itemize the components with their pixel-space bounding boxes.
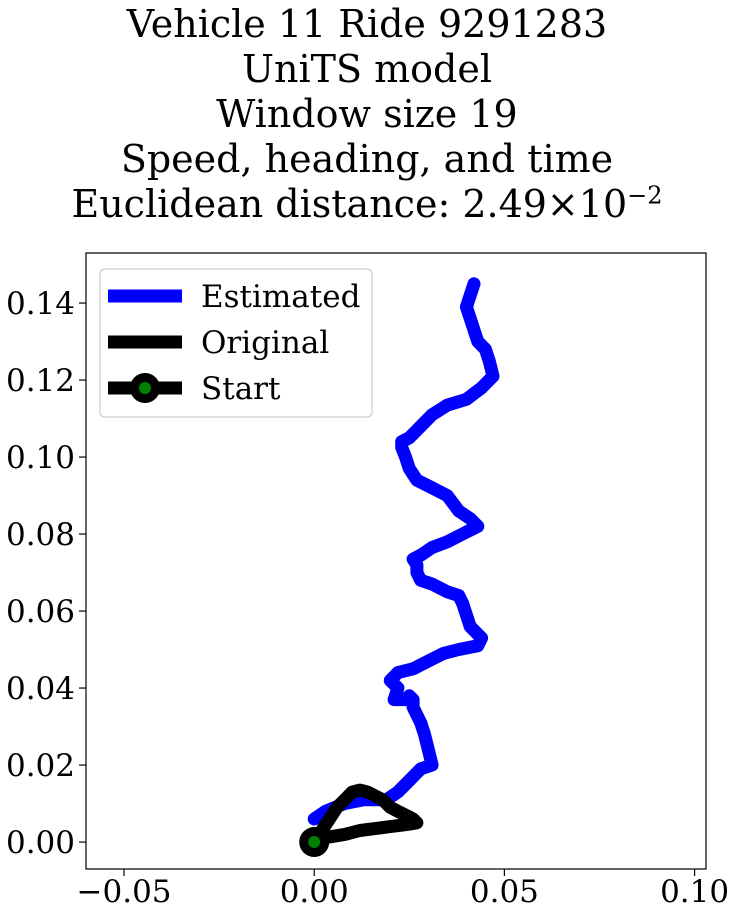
y-tick-label: 0.08 [6, 517, 75, 553]
title-distance-text: Euclidean distance: 2.49×10 [71, 182, 628, 226]
y-tick-label: 0.14 [6, 286, 75, 322]
legend-marker [139, 382, 151, 394]
series-line-estimated [307, 277, 500, 826]
title-distance-exponent: −2 [627, 181, 663, 210]
y-tick-label: 0.02 [6, 748, 75, 784]
axes-frame [85, 252, 707, 870]
x-tick-label: −0.05 [77, 874, 172, 910]
title-line-5: Euclidean distance: 2.49×10−2 [0, 182, 734, 227]
legend-label-start: Start [201, 371, 281, 407]
y-tick-label: 0.06 [6, 594, 75, 630]
title-line-2: UniTS model [242, 47, 492, 91]
title-line-3: Window size 19 [216, 92, 518, 136]
title-line-4: Speed, heading, and time [120, 137, 614, 181]
x-tick-label: 0.10 [660, 874, 729, 910]
y-tick-label: 0.12 [6, 363, 75, 399]
y-axis: 0.00 0.02 0.04 0.06 0.08 0.10 0.12 0.14 [6, 286, 86, 861]
y-tick-label: 0.10 [6, 440, 75, 476]
x-axis: −0.05 0.00 0.05 0.10 [77, 869, 729, 910]
x-tick-label: 0.00 [280, 874, 349, 910]
legend-label-estimated: Estimated [201, 279, 360, 315]
plot-area [299, 277, 500, 858]
chart-title: Vehicle 11 Ride 9291283 UniTS model Wind… [0, 0, 734, 227]
legend-label-original: Original [201, 325, 329, 361]
start-marker [308, 836, 321, 849]
x-tick-label: 0.05 [470, 874, 539, 910]
y-tick-label: 0.00 [6, 825, 75, 861]
y-tick-label: 0.04 [6, 671, 75, 707]
title-line-1: Vehicle 11 Ride 9291283 [126, 2, 608, 46]
series-line-original [307, 783, 424, 849]
legend: Estimated Original Start [99, 268, 373, 418]
legend-box [99, 268, 373, 418]
